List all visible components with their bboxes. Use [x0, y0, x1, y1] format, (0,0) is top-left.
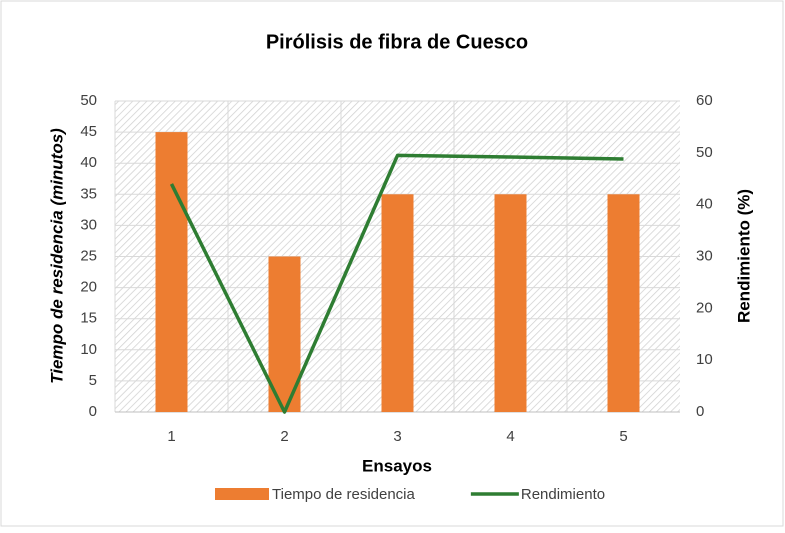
y-tick-label: 0	[89, 403, 97, 420]
bar	[494, 194, 527, 412]
bar	[155, 132, 188, 412]
x-tick-label: 1	[167, 428, 175, 445]
y2-axis-label: Rendimiento (%)	[734, 189, 753, 323]
y-tick-label: 5	[89, 372, 97, 389]
x-axis-label: Ensayos	[362, 456, 432, 475]
y2-tick-label: 10	[696, 351, 713, 368]
y2-tick-label: 20	[696, 299, 713, 316]
y-tick-label: 15	[80, 310, 97, 327]
y2-tick-label: 60	[696, 92, 713, 109]
y-tick-label: 35	[80, 185, 97, 202]
y2-tick-label: 40	[696, 196, 713, 213]
y-tick-label: 40	[80, 154, 97, 171]
legend-label: Rendimiento	[521, 486, 605, 503]
y2-tick-label: 0	[696, 403, 704, 420]
x-tick-label: 2	[280, 428, 288, 445]
x-tick-label: 5	[619, 428, 627, 445]
x-tick-label: 3	[393, 428, 401, 445]
chart-title: Pirólisis de fibra de Cuesco	[266, 31, 528, 53]
legend-swatch	[215, 488, 269, 500]
y-tick-label: 10	[80, 341, 97, 358]
line	[169, 153, 624, 414]
x-tick-label: 4	[506, 428, 514, 445]
y2-tick-label: 50	[696, 144, 713, 161]
y-tick-label: 45	[80, 123, 97, 140]
y2-tick-label: 30	[696, 247, 713, 264]
y-tick-label: 50	[80, 92, 97, 109]
y-tick-label: 30	[80, 216, 97, 233]
bar	[607, 194, 640, 412]
y-tick-label: 20	[80, 279, 97, 296]
y-axis-label: Tiempo de residencia (minutos)	[47, 128, 66, 384]
y-tick-label: 25	[80, 247, 97, 264]
bar	[381, 194, 414, 412]
legend-label: Tiempo de residencia	[272, 486, 416, 503]
